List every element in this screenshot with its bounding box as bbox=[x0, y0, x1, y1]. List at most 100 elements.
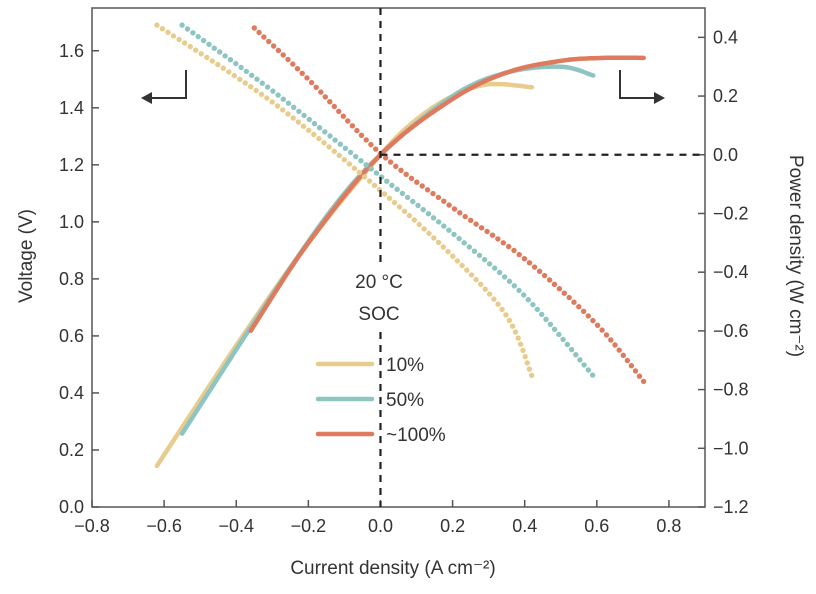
voltage-point bbox=[354, 127, 360, 134]
voltage-point bbox=[473, 276, 479, 283]
voltage-point bbox=[215, 61, 221, 68]
guide-lines bbox=[379, 8, 705, 507]
voltage-point bbox=[424, 187, 431, 193]
voltage-point bbox=[492, 265, 498, 271]
voltage-point bbox=[556, 331, 562, 338]
voltage-point bbox=[373, 170, 380, 176]
voltage-point bbox=[612, 342, 618, 348]
voltage-point bbox=[403, 171, 409, 177]
y-right-tick-label: −0.8 bbox=[713, 380, 749, 400]
x-tick-label: −0.4 bbox=[218, 516, 254, 536]
voltage-point bbox=[195, 33, 201, 40]
voltage-point bbox=[382, 155, 389, 161]
y-right-tick-label: −0.2 bbox=[713, 203, 749, 223]
voltage-point bbox=[371, 182, 378, 189]
power-curve-0 bbox=[154, 81, 535, 469]
legend: 10% 50% ~100% bbox=[315, 355, 446, 446]
voltage-point bbox=[506, 317, 513, 324]
voltage-point bbox=[441, 198, 447, 204]
voltage-point bbox=[419, 183, 425, 189]
voltage-point bbox=[446, 202, 452, 208]
voltage-point bbox=[187, 43, 193, 50]
y-left-tick-label: 0.2 bbox=[59, 440, 84, 460]
legend-label-2: ~100% bbox=[386, 425, 446, 446]
voltage-point bbox=[331, 148, 337, 154]
voltage-point bbox=[430, 190, 436, 197]
voltage-point bbox=[568, 346, 575, 353]
voltage-point bbox=[440, 244, 446, 250]
voltage-point bbox=[636, 373, 643, 379]
voltage-point bbox=[608, 337, 614, 343]
voltage-point bbox=[589, 372, 596, 378]
x-tick-label: 0.0 bbox=[368, 516, 393, 536]
voltage-point bbox=[517, 341, 524, 347]
voltage-point bbox=[227, 57, 234, 63]
voltage-point bbox=[415, 202, 421, 209]
voltage-point bbox=[499, 306, 505, 313]
voltage-point bbox=[304, 75, 310, 81]
axes: −0.8 −0.6 −0.4 −0.2 0.0 0.2 0.4 0.6 0.8 0.0 0.2 0.4… bbox=[59, 7, 749, 536]
voltage-point bbox=[456, 235, 462, 242]
voltage-point bbox=[426, 230, 432, 237]
voltage-point bbox=[266, 38, 272, 45]
voltage-point bbox=[515, 335, 521, 341]
voltage-point bbox=[326, 144, 332, 150]
voltage-point bbox=[318, 89, 324, 95]
voltage-point bbox=[603, 332, 610, 338]
voltage-point bbox=[206, 41, 212, 47]
voltage-point bbox=[280, 96, 286, 102]
voltage-point bbox=[404, 194, 411, 201]
voltage-point bbox=[632, 368, 639, 374]
voltage-point bbox=[466, 244, 472, 250]
power-curve-2 bbox=[248, 55, 646, 334]
y-right-tick-label: −1.0 bbox=[713, 438, 749, 458]
voltage-point bbox=[435, 194, 442, 201]
voltage-point bbox=[495, 236, 501, 242]
voltage-point bbox=[394, 186, 400, 192]
voltage-point bbox=[547, 321, 554, 327]
voltage-point bbox=[345, 118, 351, 124]
voltage-point bbox=[256, 29, 262, 36]
voltage-point bbox=[486, 291, 493, 297]
x-tick-label: −0.6 bbox=[146, 516, 182, 536]
voltage-point bbox=[457, 210, 463, 216]
voltage-point bbox=[321, 140, 327, 146]
voltage-point bbox=[441, 223, 447, 229]
x-tick-label: 0.8 bbox=[656, 516, 681, 536]
voltage-point bbox=[599, 327, 605, 333]
voltage-point bbox=[322, 129, 328, 135]
voltage-curve-2 bbox=[251, 25, 647, 385]
x-tick-label: 0.2 bbox=[440, 516, 465, 536]
voltage-point bbox=[451, 231, 457, 238]
voltage-point bbox=[233, 60, 239, 67]
voltage-curves bbox=[154, 22, 647, 385]
voltage-point bbox=[346, 161, 353, 167]
left-axis-arrow bbox=[145, 70, 187, 99]
voltage-point bbox=[459, 262, 465, 269]
voltage-point bbox=[190, 30, 196, 36]
power-curve-1 bbox=[179, 64, 596, 436]
voltage-point bbox=[406, 212, 413, 219]
voltage-point bbox=[486, 261, 493, 267]
voltage-point bbox=[476, 252, 483, 259]
voltage-point bbox=[261, 34, 267, 40]
voltage-point bbox=[220, 65, 226, 71]
voltage-point bbox=[211, 45, 217, 51]
y-right-axis-label: Power density (W cm⁻²) bbox=[785, 155, 806, 357]
voltage-point bbox=[478, 225, 485, 231]
voltage-point bbox=[337, 141, 343, 147]
voltage-point bbox=[311, 131, 317, 138]
voltage-point bbox=[624, 357, 631, 364]
voltage-point bbox=[640, 378, 647, 385]
voltage-point bbox=[249, 72, 255, 79]
voltage-point bbox=[539, 311, 545, 318]
voltage-point bbox=[294, 66, 301, 72]
voltage-point bbox=[414, 179, 420, 185]
legend-label-0: 10% bbox=[386, 355, 424, 376]
voltage-point bbox=[484, 228, 490, 235]
voltage-point bbox=[594, 322, 601, 328]
left-axis-arrowhead bbox=[141, 92, 152, 104]
voltage-point bbox=[473, 221, 479, 227]
voltage-point bbox=[521, 256, 528, 262]
voltage-point bbox=[551, 281, 558, 287]
